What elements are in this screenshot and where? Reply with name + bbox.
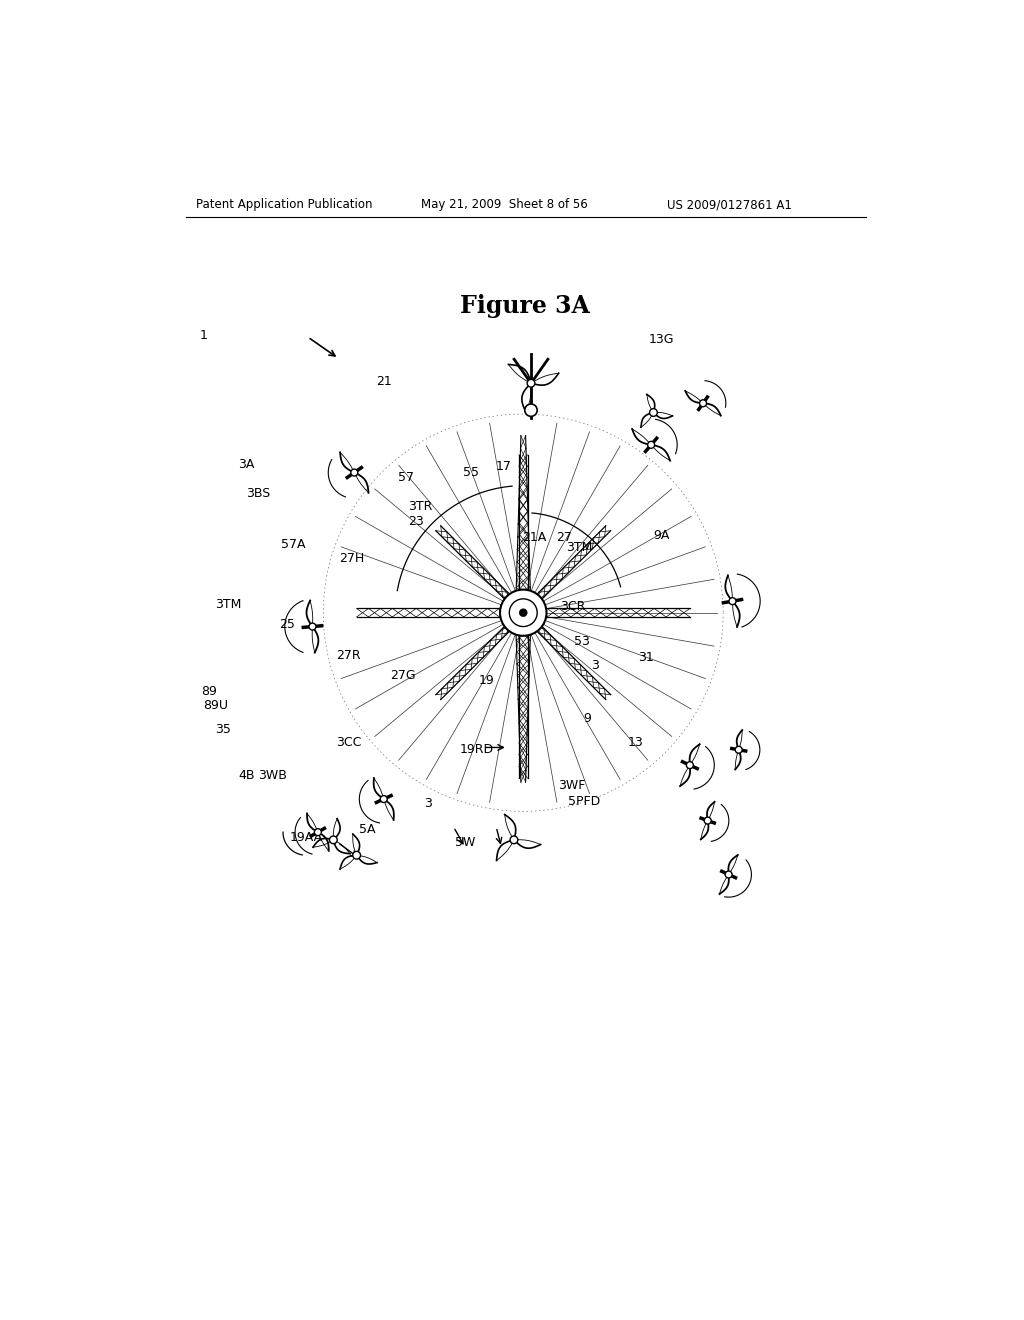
Text: 3WF: 3WF — [558, 779, 586, 792]
Circle shape — [352, 851, 360, 859]
Circle shape — [380, 796, 387, 803]
Circle shape — [527, 379, 535, 387]
Text: 89: 89 — [202, 685, 217, 698]
Circle shape — [309, 623, 316, 630]
Circle shape — [510, 836, 518, 843]
Text: 27: 27 — [556, 531, 571, 544]
Text: 53: 53 — [573, 635, 590, 648]
Text: 21A: 21A — [521, 531, 546, 544]
Text: 3TR: 3TR — [409, 500, 433, 513]
Text: Figure 3A: Figure 3A — [460, 294, 590, 318]
Text: 55: 55 — [463, 466, 479, 479]
Text: 3CR: 3CR — [560, 601, 586, 612]
Text: 13: 13 — [628, 735, 644, 748]
Text: 3: 3 — [424, 797, 432, 810]
Text: 27G: 27G — [390, 669, 416, 682]
Text: 13G: 13G — [649, 333, 674, 346]
Text: 89U: 89U — [203, 698, 228, 711]
Text: 27H: 27H — [339, 552, 365, 565]
Text: 5PFD: 5PFD — [568, 795, 600, 808]
Text: US 2009/0127861 A1: US 2009/0127861 A1 — [667, 198, 792, 211]
Text: 25: 25 — [280, 618, 295, 631]
Text: 19: 19 — [478, 675, 494, 686]
Text: 3: 3 — [592, 659, 599, 672]
Text: May 21, 2009  Sheet 8 of 56: May 21, 2009 Sheet 8 of 56 — [421, 198, 588, 211]
Circle shape — [524, 404, 538, 416]
Text: 3A: 3A — [238, 458, 254, 471]
Text: 19RD: 19RD — [460, 743, 494, 756]
Circle shape — [699, 400, 707, 407]
Text: 19AA: 19AA — [289, 832, 323, 843]
Text: 35: 35 — [215, 723, 230, 737]
Text: 57A: 57A — [282, 539, 306, 552]
Text: 3BS: 3BS — [246, 487, 270, 500]
Text: 27R: 27R — [336, 648, 360, 661]
Circle shape — [686, 762, 693, 768]
Text: 3TM: 3TM — [215, 598, 242, 611]
Text: 1: 1 — [200, 329, 207, 342]
Circle shape — [729, 598, 736, 605]
Circle shape — [649, 409, 657, 416]
Text: 21: 21 — [376, 375, 392, 388]
Text: 5A: 5A — [359, 824, 376, 837]
Text: 9: 9 — [584, 713, 592, 726]
Circle shape — [953, 594, 961, 601]
Text: 31: 31 — [638, 651, 653, 664]
Text: Patent Application Publication: Patent Application Publication — [197, 198, 373, 211]
Text: 5W: 5W — [455, 836, 475, 849]
Circle shape — [330, 836, 337, 843]
Circle shape — [647, 441, 654, 449]
Circle shape — [500, 590, 547, 636]
Circle shape — [519, 609, 527, 616]
Text: 4B: 4B — [238, 770, 255, 783]
Circle shape — [725, 871, 732, 878]
Circle shape — [735, 746, 742, 754]
Text: 3TM: 3TM — [566, 541, 592, 554]
Text: 57: 57 — [397, 471, 414, 484]
Text: 3CC: 3CC — [336, 735, 361, 748]
Circle shape — [351, 469, 357, 477]
Circle shape — [705, 817, 712, 824]
Circle shape — [314, 829, 322, 836]
Text: 23: 23 — [409, 515, 424, 528]
Circle shape — [509, 599, 538, 627]
Text: 3WB: 3WB — [258, 770, 287, 783]
Circle shape — [944, 677, 951, 684]
Text: 17: 17 — [496, 459, 511, 473]
Text: 9A: 9A — [653, 529, 670, 543]
